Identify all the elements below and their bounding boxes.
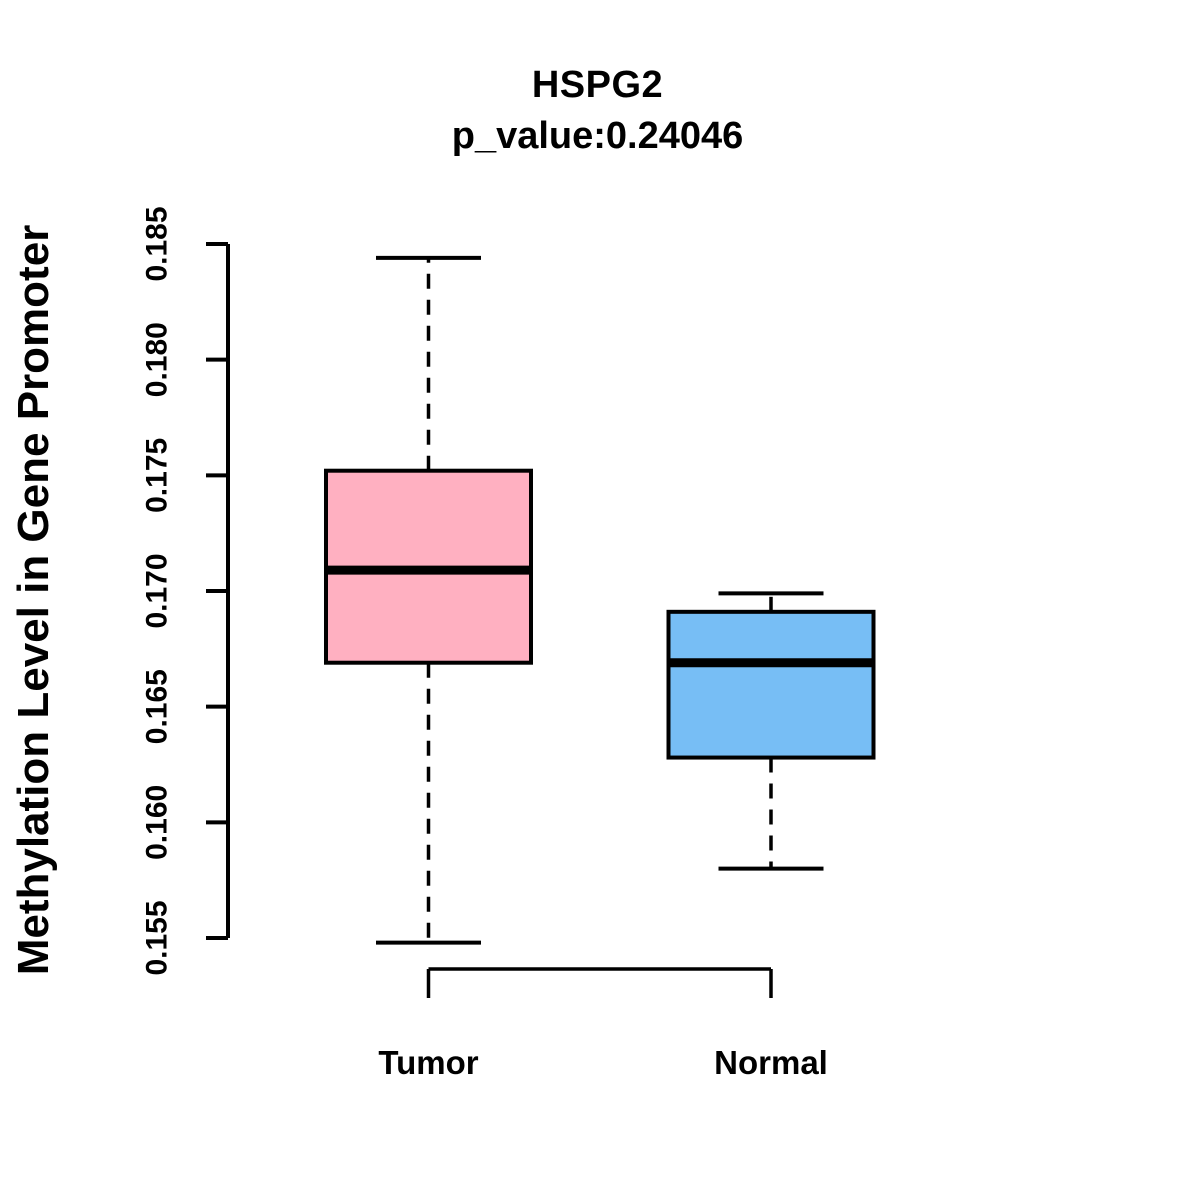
y-axis-tick-label: 0.165 (141, 669, 174, 744)
y-axis-tick-label: 0.180 (141, 322, 174, 397)
chart-title: HSPG2 (531, 64, 664, 106)
y-axis-tick-label: 0.175 (141, 438, 174, 513)
chart-subtitle: p_value:0.24046 (451, 115, 744, 157)
y-axis-tick-label: 0.155 (141, 900, 174, 975)
x-axis-label-tumor: Tumor (378, 1044, 478, 1081)
box-normal (666, 609, 876, 760)
y-axis-tick-label: 0.160 (141, 785, 174, 860)
x-axis-label-normal: Normal (714, 1044, 828, 1081)
y-axis-tick-label: 0.170 (141, 553, 174, 628)
y-axis-tick-label: 0.185 (141, 206, 174, 281)
